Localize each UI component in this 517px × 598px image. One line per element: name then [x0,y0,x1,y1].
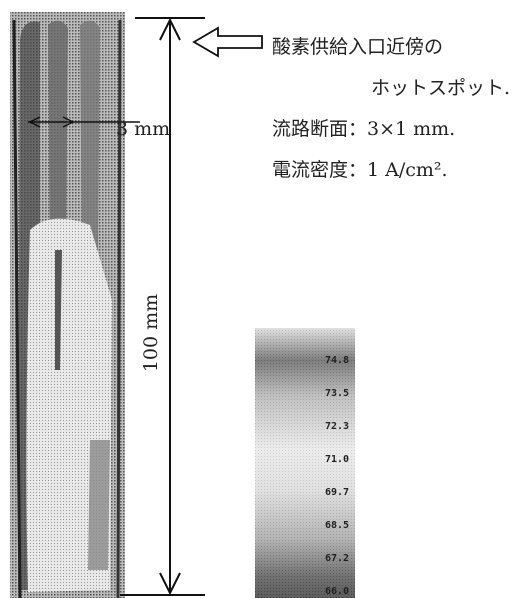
annotation-line: 電流密度：1 A/cm². [272,159,448,181]
colorbar-label: 67.2 [325,553,349,564]
colorbar-label: 71.0 [325,454,349,465]
length-label: 100 mm [140,294,162,372]
annotation-line: 流路断面：3×1 mm. [272,118,455,140]
colorbar: 74.8 73.5 72.3 71.0 69.7 68.5 67.2 66.0 [255,328,355,598]
pointer-arrow [194,28,262,56]
colorbar-label: 69.7 [325,487,349,498]
figure: 100 mm 3 mm 酸素供給入口近傍の ホットスポット. 流路断面：3×1 … [0,0,517,598]
annotation-line: ホットスポット. [371,77,510,99]
thermal-image [10,12,125,598]
colorbar-label: 73.5 [325,388,349,399]
colorbar-label: 68.5 [325,520,349,531]
colorbar-label: 72.3 [325,421,349,432]
annotation-line: 酸素供給入口近傍の [272,36,443,58]
colorbar-label: 74.8 [325,355,349,366]
width-label: 3 mm [116,118,170,140]
colorbar-label: 66.0 [325,586,349,597]
